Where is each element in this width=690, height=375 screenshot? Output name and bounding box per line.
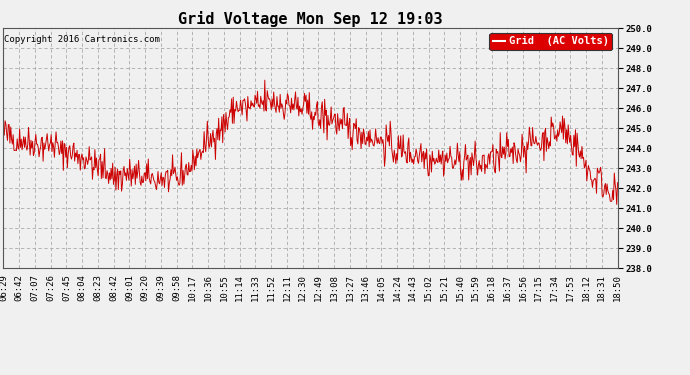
Title: Grid Voltage Mon Sep 12 19:03: Grid Voltage Mon Sep 12 19:03 [178,11,443,27]
Legend: Grid  (AC Volts): Grid (AC Volts) [489,33,612,50]
Text: Copyright 2016 Cartronics.com: Copyright 2016 Cartronics.com [4,35,160,44]
